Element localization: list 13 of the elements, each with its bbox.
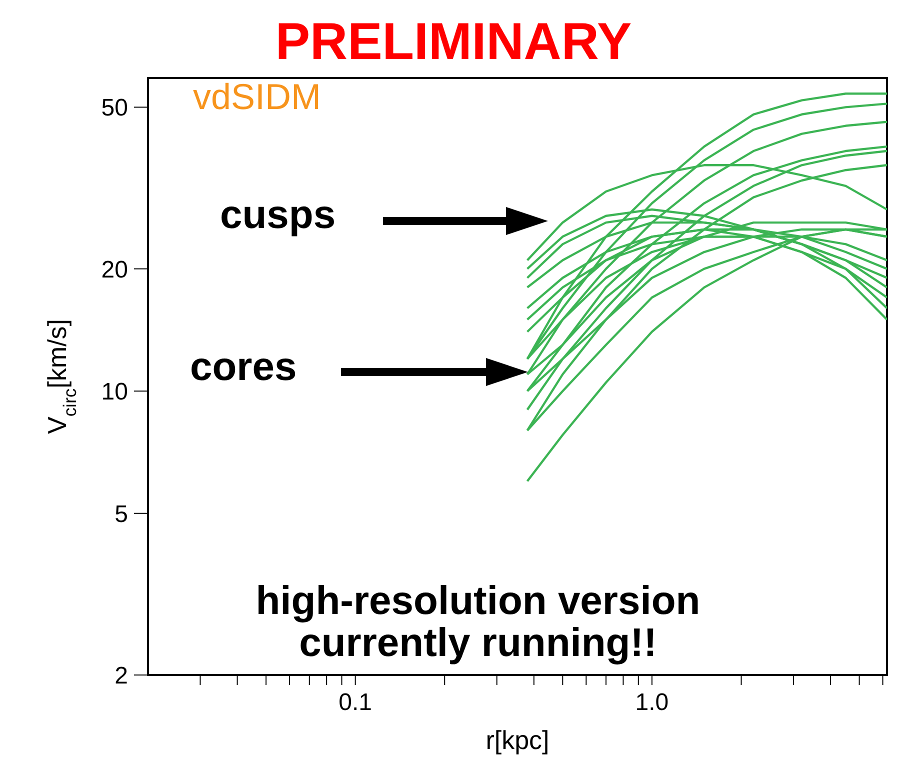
y-tick-label: 50 (101, 94, 128, 122)
annotation: cusps (220, 193, 336, 237)
annotation: vdSIDM (193, 76, 322, 118)
y-tick-label: 20 (101, 256, 128, 284)
x-tick-label: 1.0 (635, 689, 669, 716)
annotation: cores (190, 345, 297, 389)
x-axis-title: r[kpc] (486, 725, 550, 755)
annotation: high-resolution version currently running!! (254, 579, 702, 665)
y-tick-label: 2 (114, 662, 128, 690)
x-tick-label: 0.1 (338, 689, 372, 716)
y-tick-label: 10 (101, 378, 128, 406)
y-tick-label: 5 (114, 500, 128, 528)
chart-title: PRELIMINARY (274, 12, 633, 72)
